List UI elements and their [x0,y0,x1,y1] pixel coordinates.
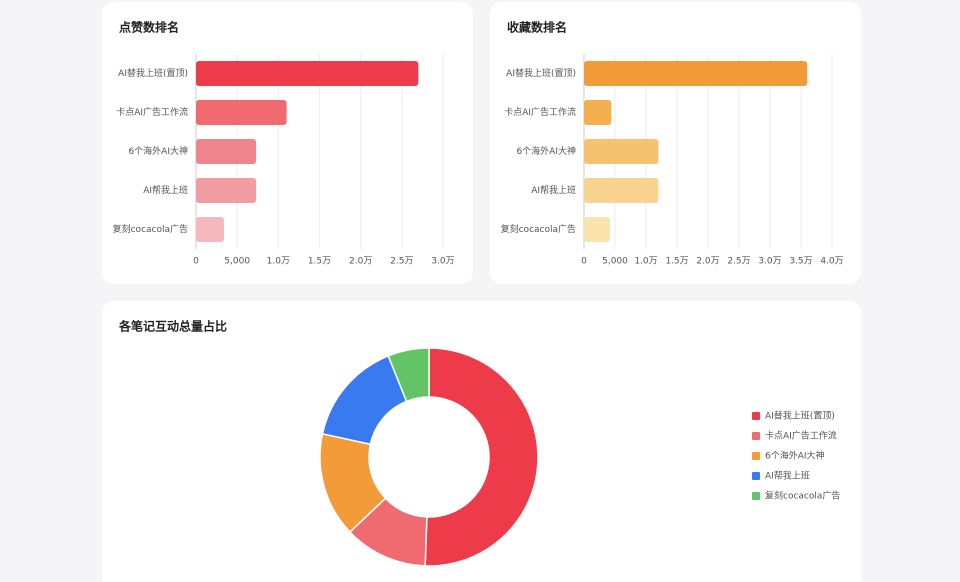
x-tick-label: 5,000 [602,257,628,267]
x-tick-label: 3.0万 [431,257,454,267]
chart-title: 收藏数排名 [507,20,567,35]
bar [196,61,419,86]
x-tick-label: 5,000 [224,257,250,267]
card [490,2,861,284]
bar [584,217,611,242]
y-tick-label: AI帮我上班 [143,184,188,196]
bar [196,100,287,125]
legend-swatch [752,472,760,480]
chart-title: 各笔记互动总量占比 [118,319,227,334]
x-tick-label: 1.5万 [308,257,331,267]
y-tick-label: AI帮我上班 [531,184,576,196]
legend-label: 复刻cocacola广告 [765,490,840,502]
y-tick-label: 卡点AI广告工作流 [504,106,576,118]
legend-swatch [752,452,760,460]
bar [584,61,808,86]
x-tick-label: 0 [193,257,199,267]
legend-label: AI替我上班(置顶) [765,410,835,422]
x-tick-label: 4.0万 [820,257,843,267]
x-tick-label: 0 [581,257,587,267]
y-tick-label: 卡点AI广告工作流 [116,106,188,118]
y-tick-label: 6个海外AI大神 [516,145,576,157]
legend-swatch [752,492,760,500]
bar [196,139,257,164]
x-tick-label: 2.0万 [696,257,719,267]
bar [584,100,612,125]
x-tick-label: 3.0万 [758,257,781,267]
bar [584,178,659,203]
bar [196,178,257,203]
legend-label: 6个海外AI大神 [765,450,825,462]
y-tick-label: 6个海外AI大神 [128,145,188,157]
chart-title: 点赞数排名 [119,20,179,35]
x-tick-label: 2.0万 [349,257,372,267]
card [102,301,861,582]
legend-swatch [752,412,760,420]
x-tick-label: 3.5万 [789,257,812,267]
x-tick-label: 1.0万 [267,257,290,267]
legend-label: AI帮我上班 [765,470,810,482]
card [102,2,473,284]
x-tick-label: 2.5万 [390,257,413,267]
bar [584,139,659,164]
slice [424,347,539,567]
x-tick-label: 2.5万 [727,257,750,267]
legend-label: 卡点AI广告工作流 [765,430,837,442]
slice [387,347,430,403]
legend-swatch [752,432,760,440]
y-tick-label: AI替我上班(置顶) [506,67,576,79]
x-tick-label: 1.0万 [634,257,657,267]
y-tick-label: 复刻cocacola广告 [113,223,188,235]
bar [196,217,224,242]
x-tick-label: 1.5万 [665,257,688,267]
y-tick-label: 复刻cocacola广告 [501,223,576,235]
y-tick-label: AI替我上班(置顶) [118,67,188,79]
